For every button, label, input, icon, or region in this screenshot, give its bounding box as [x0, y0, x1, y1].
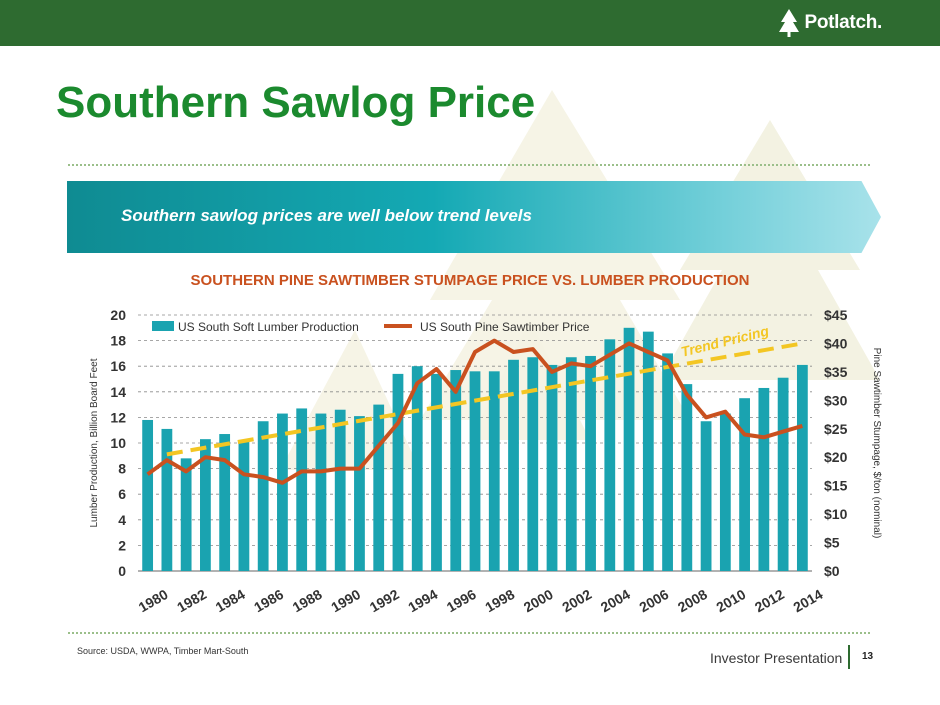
bar-lumber-production	[604, 339, 616, 571]
y-left-tick-label: 8	[118, 461, 126, 477]
bar-lumber-production	[565, 357, 577, 571]
y-right-tick-label: $0	[824, 563, 840, 579]
bar-lumber-production	[392, 373, 404, 571]
y-left-tick-label: 14	[110, 384, 126, 400]
bar-lumber-production	[373, 404, 385, 571]
x-tick-label: 2002	[559, 586, 594, 616]
brand-name: Potlatch.	[804, 12, 882, 33]
bar-lumber-production	[469, 371, 481, 571]
bar-lumber-production	[796, 364, 808, 571]
bar-lumber-production	[700, 421, 712, 571]
bar-lumber-production	[546, 364, 558, 571]
y-right-tick-label: $5	[824, 535, 840, 551]
bar-lumber-production	[161, 428, 173, 571]
bar-lumber-production	[354, 416, 365, 571]
y-right-tick-label: $40	[824, 335, 848, 351]
x-tick-label: 1990	[328, 586, 363, 616]
bar-lumber-production	[777, 377, 789, 571]
bar-lumber-production	[719, 413, 731, 571]
y-left-tick-label: 2	[118, 537, 126, 553]
y-left-tick-label: 12	[110, 409, 126, 425]
x-tick-label: 1980	[136, 586, 171, 616]
x-tick-label: 2012	[752, 586, 787, 616]
page-number: 13	[862, 651, 874, 662]
y-left-axis-label: Lumber Production, Billion Board Feet	[89, 358, 100, 527]
bar-lumber-production	[315, 413, 327, 571]
x-tick-label: 1998	[482, 586, 517, 616]
x-tick-label: 1996	[444, 586, 479, 616]
bar-lumber-production	[508, 359, 519, 571]
y-left-tick-label: 0	[118, 563, 126, 579]
y-right-axis-label: Pine Sawtimber Stumpage, $/ton (nominal)	[871, 348, 882, 539]
trend-label: Trend Pricing	[679, 322, 771, 359]
x-tick-label: 2008	[675, 586, 710, 616]
bar-lumber-production	[277, 413, 288, 571]
bar-lumber-production	[662, 353, 673, 571]
x-tick-label: 2006	[636, 586, 671, 616]
x-tick-label: 1992	[367, 586, 402, 616]
bar-lumber-production	[296, 408, 308, 571]
bar-lumber-production	[585, 355, 596, 571]
trend-line	[166, 341, 803, 457]
x-tick-label: 1982	[174, 586, 209, 616]
y-left-tick-label: 6	[118, 486, 126, 502]
y-right-tick-label: $25	[824, 421, 848, 437]
bar-lumber-production	[739, 398, 750, 571]
x-tick-label: 2014	[790, 586, 825, 616]
tree-logo-icon	[779, 9, 800, 37]
page-title: Southern Sawlog Price	[56, 78, 536, 127]
chart-title: SOUTHERN PINE SAWTIMBER STUMPAGE PRICE V…	[190, 272, 750, 289]
bar-lumber-production	[642, 331, 654, 571]
bar-lumber-production	[219, 434, 231, 571]
callout-banner: Southern sawlog prices are well below tr…	[67, 181, 881, 253]
source-note: Source: USDA, WWPA, Timber Mart-South	[77, 646, 249, 656]
bar-lumber-production	[450, 370, 462, 571]
y-right-tick-label: $15	[824, 478, 848, 494]
bar-lumber-production	[527, 357, 539, 571]
bar-lumber-production	[623, 327, 635, 571]
bar-lumber-production	[681, 384, 693, 571]
footer-separator	[848, 645, 850, 669]
y-right-tick-label: $30	[824, 392, 848, 408]
x-tick-label: 2000	[521, 586, 556, 616]
x-tick-label: 1994	[405, 586, 440, 616]
legend-label-lumber: US South Soft Lumber Production	[178, 320, 359, 334]
x-tick-label: 2010	[713, 586, 748, 616]
x-tick-label: 1988	[290, 586, 325, 616]
y-left-tick-label: 10	[110, 435, 126, 451]
dotted-divider-bottom	[68, 632, 870, 634]
bar-lumber-production	[142, 419, 154, 571]
footer-label: Investor Presentation	[710, 650, 843, 666]
banner-text: Southern sawlog prices are well below tr…	[121, 206, 532, 225]
bar-lumber-production	[238, 440, 250, 571]
bar-lumber-production	[200, 439, 211, 571]
x-tick-label: 2004	[598, 586, 633, 616]
y-left-tick-label: 18	[110, 333, 126, 349]
x-tick-label: 1984	[213, 586, 248, 616]
line-sawtimber-price	[146, 338, 803, 485]
bar-lumber-production	[257, 421, 269, 571]
potlatch-logo: Potlatch.	[778, 6, 882, 40]
y-right-tick-label: $20	[824, 449, 848, 465]
y-left-tick-label: 20	[110, 307, 126, 323]
header-bar: Potlatch.	[0, 0, 940, 46]
y-right-tick-label: $35	[824, 364, 848, 380]
y-left-tick-label: 16	[110, 358, 126, 374]
x-tick-label: 1986	[251, 586, 286, 616]
bar-lumber-production	[411, 366, 423, 571]
bar-lumber-production	[758, 387, 770, 571]
y-right-tick-label: $45	[824, 307, 848, 323]
legend-swatch-lumber	[152, 321, 174, 331]
y-left-tick-label: 4	[118, 512, 126, 528]
bar-lumber-production	[180, 458, 192, 571]
dotted-divider-top	[68, 164, 870, 166]
legend-label-price: US South Pine Sawtimber Price	[420, 320, 590, 334]
bar-lumber-production	[334, 409, 346, 571]
bar-lumber-production	[488, 371, 500, 571]
y-right-tick-label: $10	[824, 506, 848, 522]
bar-lumber-production	[431, 373, 442, 571]
